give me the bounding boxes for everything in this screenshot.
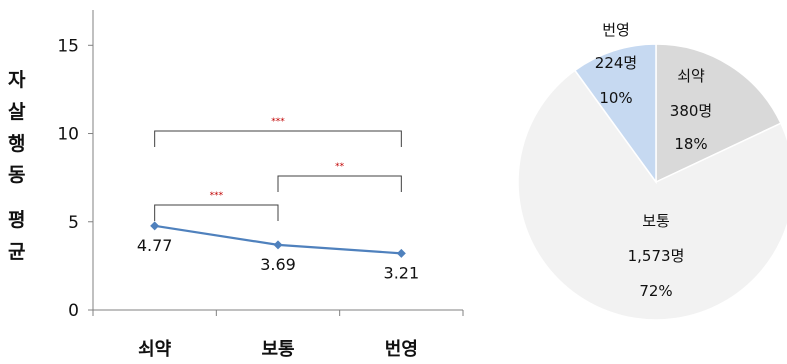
- pie-slice-count: 224명: [595, 54, 637, 72]
- y-tick-label: 5: [68, 213, 79, 233]
- pie-slice: [573, 43, 657, 185]
- y-tick-label: 10: [57, 125, 79, 145]
- pie-slice: [517, 69, 787, 321]
- y-axis-label-char: 자: [8, 69, 26, 91]
- y-tick-label: 0: [68, 301, 79, 321]
- significance-label: ***: [210, 191, 224, 201]
- data-point: [273, 240, 283, 250]
- significance-bracket: [277, 175, 402, 192]
- significance-label: ***: [271, 117, 285, 127]
- significance-bracket: [154, 130, 402, 147]
- y-axis-label-char: 동: [8, 164, 26, 186]
- pie-slice-percent: 72%: [639, 282, 672, 300]
- y-axis-label-char: 살: [8, 101, 26, 123]
- significance-label: **: [335, 162, 345, 172]
- pie-slice-count: 380명: [670, 102, 712, 120]
- y-axis-label-char: 행: [8, 133, 26, 155]
- pie-slice-percent: 18%: [674, 135, 707, 153]
- data-label: 3.69: [260, 255, 296, 274]
- x-tick-label: 보통: [261, 339, 294, 360]
- data-point: [396, 248, 406, 258]
- pie-slice-label: 쇠약: [677, 67, 705, 85]
- y-tick-label: 15: [57, 36, 79, 56]
- pie-slice: [655, 43, 782, 184]
- x-tick-label: 번영: [385, 339, 418, 360]
- pie-slice-label: 번영: [602, 21, 630, 39]
- pie-slice-count: 1,573명: [628, 247, 685, 265]
- x-tick-label: 쇠약: [138, 338, 172, 360]
- data-point: [150, 221, 160, 231]
- data-label: 3.21: [384, 263, 420, 282]
- y-axis-label-char: 평: [8, 209, 26, 231]
- data-label: 4.77: [137, 236, 173, 255]
- pie-slice-label: 보통: [642, 212, 670, 230]
- y-axis-label-char: 균: [8, 241, 26, 263]
- pie-slice-percent: 10%: [599, 89, 632, 107]
- significance-bracket: [154, 204, 279, 221]
